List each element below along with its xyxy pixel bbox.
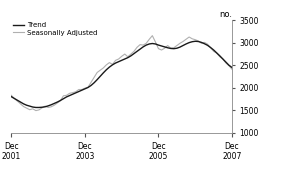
Legend: Trend, Seasonally Adjusted: Trend, Seasonally Adjusted xyxy=(13,22,98,37)
Text: no.: no. xyxy=(219,10,232,19)
